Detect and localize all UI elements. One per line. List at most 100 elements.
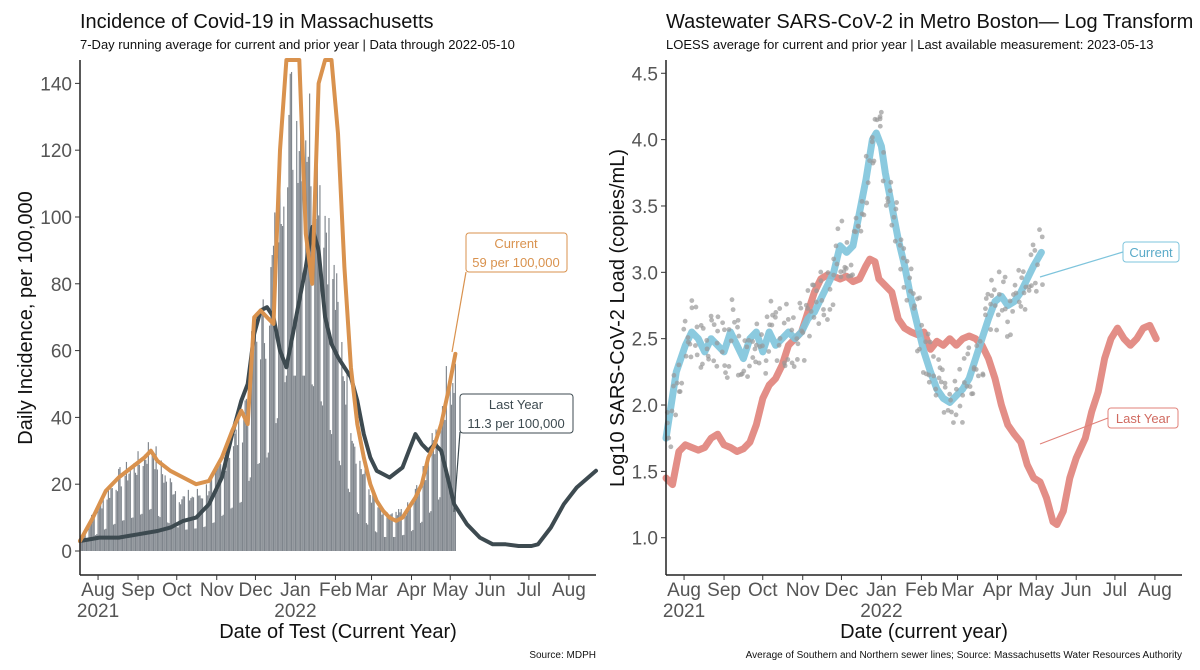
incidence-bar [241, 442, 244, 551]
incidence-bar [143, 454, 146, 551]
wastewater-measurement-point [801, 358, 807, 363]
wastewater-measurement-point [1010, 308, 1016, 314]
wastewater-measurement-point [842, 264, 848, 270]
wastewater-measurement-point [785, 357, 791, 362]
wastewater-measurement-point [807, 333, 812, 339]
incidence-bar [81, 536, 84, 551]
wastewater-measurement-point [848, 262, 854, 268]
incidence-bar [189, 500, 191, 551]
incidence-bar [430, 511, 432, 551]
incidence-bar [441, 406, 444, 551]
incidence-y-tick-label: 80 [51, 275, 72, 296]
incidence-bar [204, 526, 206, 551]
wastewater-measurement-point [927, 339, 933, 345]
incidence-bar [422, 466, 424, 551]
wastewater-y-tick-label: 2.5 [632, 330, 658, 351]
incidence-bar [180, 504, 182, 551]
wastewater-measurement-point [682, 318, 688, 324]
wastewater-measurement-point [803, 302, 809, 308]
incidence-bar [333, 264, 335, 551]
incidence-bar [238, 417, 240, 551]
incidence-bar [128, 473, 130, 551]
wastewater-measurement-point [830, 302, 836, 308]
incidence-bar [449, 379, 451, 551]
incidence-bar [350, 433, 352, 551]
incidence-bar [196, 488, 198, 551]
incidence-bar [352, 443, 355, 551]
incidence-bar [258, 463, 260, 551]
incidence-bar [272, 245, 275, 552]
wastewater-measurement-point [894, 200, 899, 205]
wastewater-x-tick-label: May [1018, 580, 1054, 601]
wastewater-measurement-point [714, 363, 720, 369]
wastewater-measurement-point [760, 343, 765, 349]
wastewater-x-tick-label: Aug [1138, 580, 1172, 601]
wastewater-measurement-point [694, 324, 700, 330]
wastewater-x-tick-label: Feb [905, 580, 938, 601]
wastewater-measurement-point [756, 360, 762, 366]
wastewater-measurement-point [722, 363, 728, 369]
incidence-bar [381, 514, 383, 551]
incidence-bar [125, 461, 128, 551]
incidence-bar [396, 515, 398, 551]
incidence-lines [78, 58, 598, 548]
incidence-title: Incidence of Covid-19 in Massachusetts [80, 11, 434, 33]
wastewater-measurement-point [708, 313, 714, 319]
incidence-bar [161, 474, 164, 551]
incidence-bar [181, 499, 183, 551]
incidence-bar [445, 366, 447, 551]
incidence-bar [257, 464, 259, 551]
incidence-bar [168, 523, 170, 551]
wastewater-measurement-point [754, 342, 759, 348]
incidence-x-tick-label: Jun [475, 580, 506, 601]
wastewater-measurement-point [831, 272, 837, 278]
wastewater-measurement-point [900, 255, 906, 261]
incidence-bar [383, 536, 386, 551]
incidence-bar [212, 522, 214, 551]
incidence-bar [400, 509, 402, 551]
wastewater-measurement-point [859, 211, 865, 217]
wastewater-measurement-point [877, 116, 883, 122]
wastewater-measurement-point [887, 188, 893, 194]
wastewater-measurement-point [774, 358, 780, 364]
incidence-bar [88, 523, 90, 551]
incidence-bar [359, 460, 361, 551]
incidence-bar [265, 358, 267, 551]
wastewater-y-tick-label: 3.5 [632, 197, 658, 218]
incidence-bar [334, 309, 337, 551]
wastewater-measurement-point [759, 332, 764, 337]
incidence-bar [207, 495, 209, 551]
wastewater-measurement-point [729, 297, 735, 303]
wastewater-subtitle: LOESS average for current and prior year… [666, 37, 1154, 52]
wastewater-x-tick-year: 2022 [860, 601, 902, 622]
wastewater-measurement-point [1000, 279, 1006, 285]
wastewater-x-tick-label: Sep [707, 580, 741, 601]
wastewater-measurement-point [992, 303, 998, 309]
wastewater-current-label: Current [1129, 245, 1173, 260]
incidence-line-last-year [78, 225, 598, 548]
incidence-bar [118, 468, 120, 551]
incidence-current-value: 59 per 100,000 [472, 255, 559, 270]
wastewater-measurement-point [1028, 252, 1034, 258]
wastewater-measurement-point [839, 218, 845, 224]
wastewater-measurement-point [1035, 262, 1040, 268]
incidence-bar [160, 460, 162, 551]
incidence-bar [417, 487, 419, 551]
wastewater-measurement-point [991, 287, 997, 293]
wastewater-y-tick-label: 2.0 [632, 396, 658, 417]
incidence-bar [240, 501, 242, 551]
incidence-bar [278, 242, 280, 552]
wastewater-measurement-point [974, 343, 980, 349]
wastewater-measurement-point [706, 356, 712, 362]
wastewater-measurement-point [1021, 290, 1027, 296]
incidence-bar [150, 508, 152, 551]
incidence-bars [79, 71, 456, 552]
incidence-bar [263, 343, 266, 551]
wastewater-measurement-point [1002, 274, 1008, 280]
wastewater-measurement-point [688, 354, 694, 360]
incidence-bar [453, 392, 455, 551]
wastewater-x-tick-label: Jun [1061, 580, 1092, 601]
incidence-bar [234, 433, 236, 551]
incidence-bar [405, 515, 407, 551]
incidence-bar [236, 445, 238, 551]
